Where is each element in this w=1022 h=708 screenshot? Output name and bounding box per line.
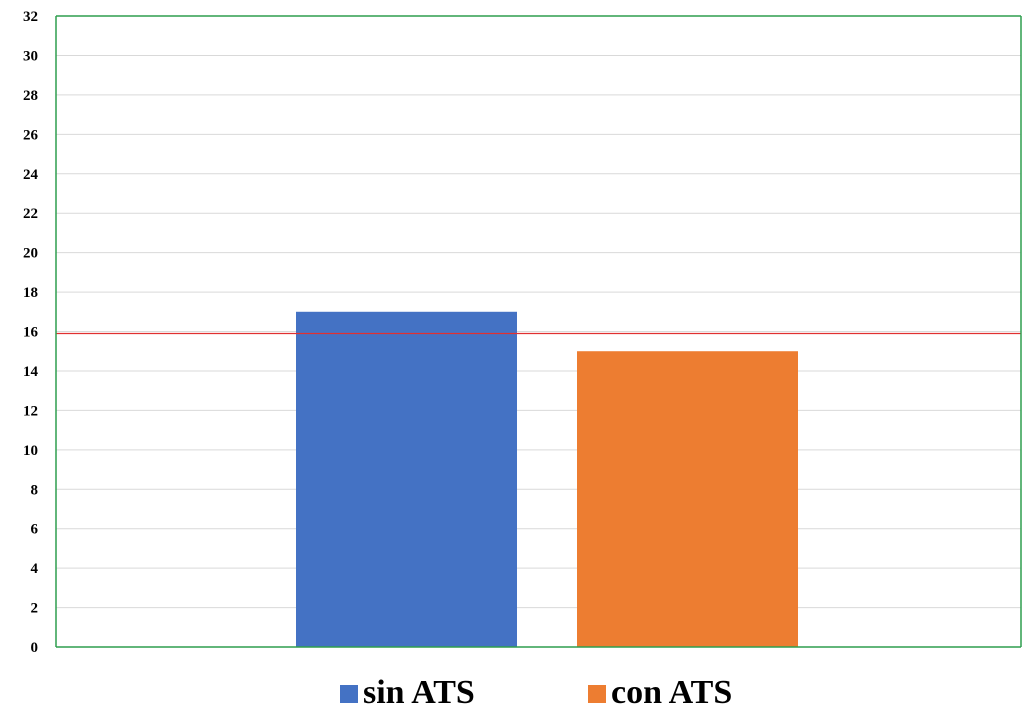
bar-con-ats [577, 351, 798, 647]
legend-label-sin-ats: sin ATS [363, 674, 475, 708]
bar-sin-ats [296, 311, 517, 647]
y-tick-label: 12 [23, 403, 38, 419]
legend-swatch-sin-ats [340, 685, 358, 703]
legend-label-con-ats: con ATS [611, 674, 732, 708]
y-tick-label: 14 [23, 364, 39, 380]
grid-lines [56, 15, 1021, 609]
y-tick-label: 18 [23, 285, 38, 301]
y-tick-label: 20 [23, 246, 38, 262]
axes [55, 15, 1022, 648]
y-tick-label: 10 [23, 443, 38, 459]
y-tick-label: 4 [31, 561, 39, 577]
bars [296, 311, 798, 647]
y-tick-label: 26 [23, 127, 39, 143]
legend-swatch-con-ats [588, 685, 606, 703]
y-tick-label: 30 [23, 48, 38, 64]
y-tick-label: 0 [31, 640, 39, 656]
y-tick-label: 16 [23, 325, 39, 341]
y-tick-label: 32 [23, 9, 38, 25]
y-tick-label: 22 [23, 206, 38, 222]
y-tick-label: 28 [23, 88, 38, 104]
y-tick-label: 2 [31, 601, 39, 617]
legend: sin ATS con ATS [340, 674, 732, 708]
y-tick-label: 6 [31, 522, 39, 538]
y-tick-label: 8 [31, 482, 39, 498]
y-tick-label: 24 [23, 167, 39, 183]
